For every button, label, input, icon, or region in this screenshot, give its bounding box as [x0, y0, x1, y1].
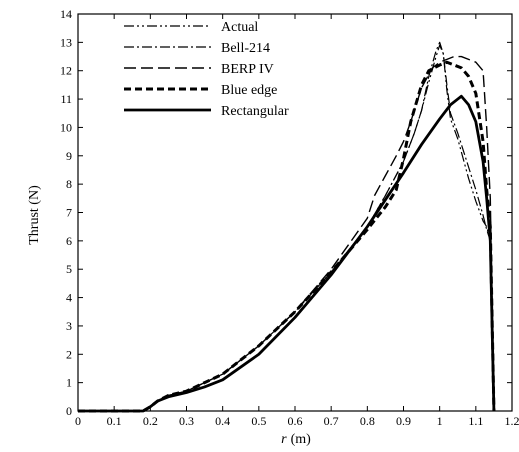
y-tick-label: 2	[66, 347, 72, 361]
x-tick-label: 0	[75, 414, 81, 428]
plot-frame	[78, 14, 512, 411]
legend-label-blue-edge: Blue edge	[221, 83, 277, 98]
y-tick-label: 14	[60, 7, 72, 21]
legend-label-berp-iv: BERP IV	[221, 62, 274, 77]
x-tick-label: 0.9	[396, 414, 411, 428]
y-tick-label: 11	[60, 92, 72, 106]
y-tick-label: 4	[66, 291, 72, 305]
x-tick-label: 0.5	[251, 414, 266, 428]
series-layer	[78, 42, 494, 411]
y-tick-label: 0	[66, 404, 72, 418]
x-tick-label: 1	[437, 414, 443, 428]
y-tick-label: 13	[60, 35, 72, 49]
x-tick-label: 0.6	[288, 414, 303, 428]
x-tick-label: 0.7	[324, 414, 339, 428]
y-tick-label: 1	[66, 376, 72, 390]
y-tick-label: 10	[60, 120, 72, 134]
x-tick-label: 1.2	[505, 414, 519, 428]
y-tick-label: 7	[66, 206, 72, 220]
y-tick-label: 5	[66, 262, 72, 276]
series-line-bell-214	[78, 42, 494, 411]
legend-label-actual: Actual	[221, 20, 258, 35]
y-tick-label: 8	[66, 177, 72, 191]
x-axis-label-var: r	[281, 432, 287, 447]
y-axis-label: Thrust (N)	[27, 185, 42, 245]
y-tick-label: 12	[60, 64, 72, 78]
series-line-actual	[78, 45, 494, 411]
legend-label-rectangular: Rectangular	[221, 104, 289, 119]
x-tick-label: 0.2	[143, 414, 158, 428]
x-tick-label: 0.8	[360, 414, 375, 428]
x-tick-label: 0.3	[179, 414, 194, 428]
axes-layer	[78, 14, 512, 411]
x-tick-label: 0.1	[107, 414, 122, 428]
series-line-rectangular	[78, 96, 494, 411]
y-tick-label: 9	[66, 149, 72, 163]
x-axis-label: r (m)	[281, 432, 311, 447]
legend: Actual Bell-214 BERP IV Blue edge Rectangula…	[124, 20, 289, 119]
x-axis-label-unit: (m)	[291, 432, 312, 447]
x-tick-label: 0.4	[215, 414, 230, 428]
y-tick-label: 6	[66, 234, 72, 248]
legend-label-bell-214: Bell-214	[221, 41, 270, 56]
x-tick-label: 1.1	[468, 414, 483, 428]
y-tick-label: 3	[66, 319, 72, 333]
